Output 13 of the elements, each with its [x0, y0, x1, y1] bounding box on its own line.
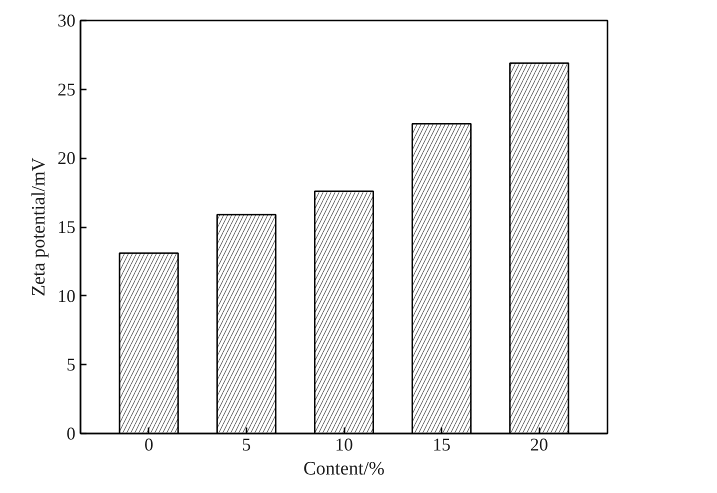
y-tick-label: 30 [58, 10, 76, 30]
x-tick-label: 20 [530, 434, 548, 454]
y-tick-label: 20 [58, 148, 76, 168]
x-tick-label: 10 [335, 434, 353, 454]
x-axis-title: Content/% [303, 458, 385, 480]
y-tick-label: 10 [58, 286, 76, 306]
y-tick-label: 5 [66, 354, 76, 375]
x-tick-label: 0 [144, 434, 154, 454]
x-tick-label: 5 [242, 434, 251, 454]
y-axis-title: Zeta potential/mV [28, 157, 50, 296]
x-tick-label: 15 [432, 434, 451, 454]
y-tick-label: 25 [58, 79, 76, 100]
y-tick-label: 15 [58, 217, 76, 237]
